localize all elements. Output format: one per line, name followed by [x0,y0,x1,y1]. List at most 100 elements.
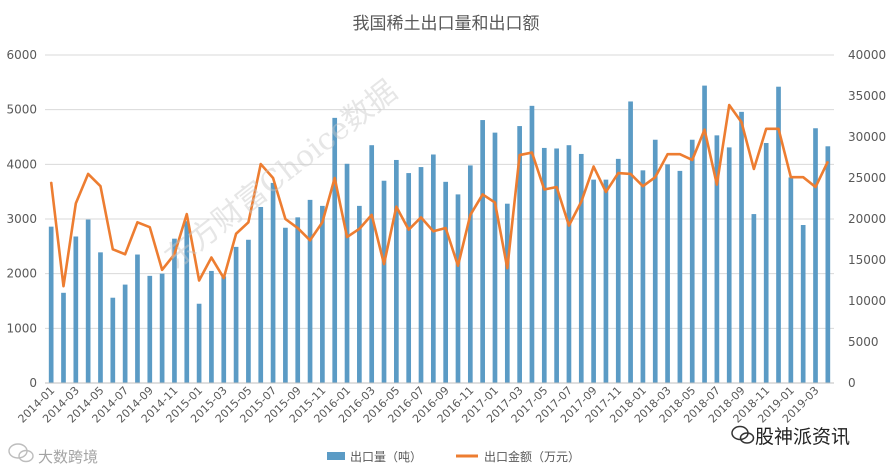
value-point-2018-12 [777,128,780,130]
bar-2016-06 [406,173,412,383]
value-point-2018-02 [654,176,656,178]
value-point-2014-02 [62,285,65,287]
bar-2015-04 [233,246,239,383]
bar-2018-03 [665,164,670,383]
value-point-2017-04 [531,151,533,154]
value-point-2017-12 [629,173,632,175]
y-right-tick-label: 35000 [848,89,886,103]
value-point-2018-01 [642,185,644,187]
value-point-2019-04 [827,161,829,163]
value-point-2014-11 [173,253,176,255]
bar-2018-06 [702,85,707,383]
value-point-2015-03 [223,277,225,279]
bar-2016-03 [369,145,375,383]
value-point-2016-08 [432,230,434,232]
bar-2017-10 [603,179,609,383]
y-right-tick-label: 10000 [848,294,886,308]
value-point-2016-12 [482,193,484,195]
value-point-2017-02 [506,267,508,269]
bar-2018-10 [751,214,757,383]
value-point-2018-10 [753,168,755,170]
value-point-2018-11 [765,128,767,130]
value-point-2017-10 [605,191,607,193]
value-point-2016-04 [383,263,385,265]
y-left-tick-label: 1000 [6,321,37,335]
value-point-2015-06 [260,163,262,165]
value-point-2017-03 [519,154,521,156]
bar-2015-07 [270,182,276,383]
bar-2018-07 [714,135,720,383]
watermark-diagonal: 东方财富Choice数据 [158,74,404,277]
bar-2015-03 [221,276,227,383]
wechat-logo-icon [731,425,755,444]
bar-2016-01 [344,163,350,383]
bar-2016-09 [443,181,449,383]
value-point-2015-08 [284,218,286,220]
bar-2015-01 [196,303,202,383]
watermark-bottom-left: 大数跨境 [38,448,98,466]
value-point-2014-07 [124,253,126,255]
value-point-2015-09 [297,227,299,229]
value-point-2014-01 [50,181,52,183]
bar-2017-11 [615,158,621,383]
bar-2017-06 [554,148,559,383]
legend-swatch-volume [327,452,345,460]
bar-2018-11 [763,143,769,383]
value-point-2018-08 [728,104,730,106]
bar-2018-05 [689,139,695,383]
y-axis-left: 0 1000 2000 3000 4000 5000 6000 [6,48,37,390]
value-point-2014-08 [136,221,139,223]
bar-2016-05 [394,159,399,383]
y-left-tick-label: 2000 [6,267,37,281]
bar-2016-11 [467,165,473,383]
value-point-2018-06 [703,129,706,131]
value-point-2018-05 [691,159,693,161]
value-point-2014-12 [186,213,188,215]
y-right-tick-label: 30000 [848,130,886,144]
value-line [49,103,830,288]
value-point-2017-09 [593,165,595,168]
bar-2016-08 [430,154,436,383]
bar-2015-08 [283,227,288,383]
bar-2018-09 [739,111,744,383]
bar-2014-02 [61,292,66,383]
value-point-2016-09 [445,227,447,229]
value-point-2018-04 [679,153,681,155]
bar-2016-12 [480,120,485,383]
bar-2017-04 [529,105,535,383]
value-point-2016-11 [469,214,471,216]
bar-2014-11 [172,238,177,383]
value-point-2015-01 [198,279,200,282]
bar-2015-05 [246,239,251,383]
bar-2014-03 [73,236,79,383]
bar-2015-10 [307,199,313,383]
watermarks: 大数跨境 [8,443,98,466]
value-point-2019-03 [814,186,817,188]
bar-2016-07 [418,167,424,383]
value-point-2016-03 [371,214,373,216]
line-series-export-value [49,103,830,288]
value-point-2014-05 [99,185,102,187]
bar-2018-08 [726,147,732,383]
bar-2017-03 [517,126,522,384]
y-left-tick-label: 5000 [6,103,37,117]
bar-series-export-volume [48,85,831,384]
bar-2016-10 [455,194,461,383]
bar-2019-01 [788,177,794,383]
value-point-2017-08 [580,201,582,203]
bar-2016-02 [357,205,362,383]
bar-2018-12 [776,86,781,383]
bar-2014-05 [98,252,103,383]
value-point-2014-04 [87,173,89,175]
bar-2019-03 [813,128,818,383]
bar-2019-04 [825,146,831,383]
y-right-tick-label: 0 [848,376,856,390]
value-point-2015-11 [321,221,323,223]
value-point-2016-06 [408,229,410,231]
bar-2018-04 [677,170,683,383]
value-point-2014-06 [112,248,114,250]
value-point-2014-10 [161,269,163,271]
y-right-tick-label: 40000 [848,48,886,62]
legend-label-value: 出口金额（万元） [484,449,580,464]
